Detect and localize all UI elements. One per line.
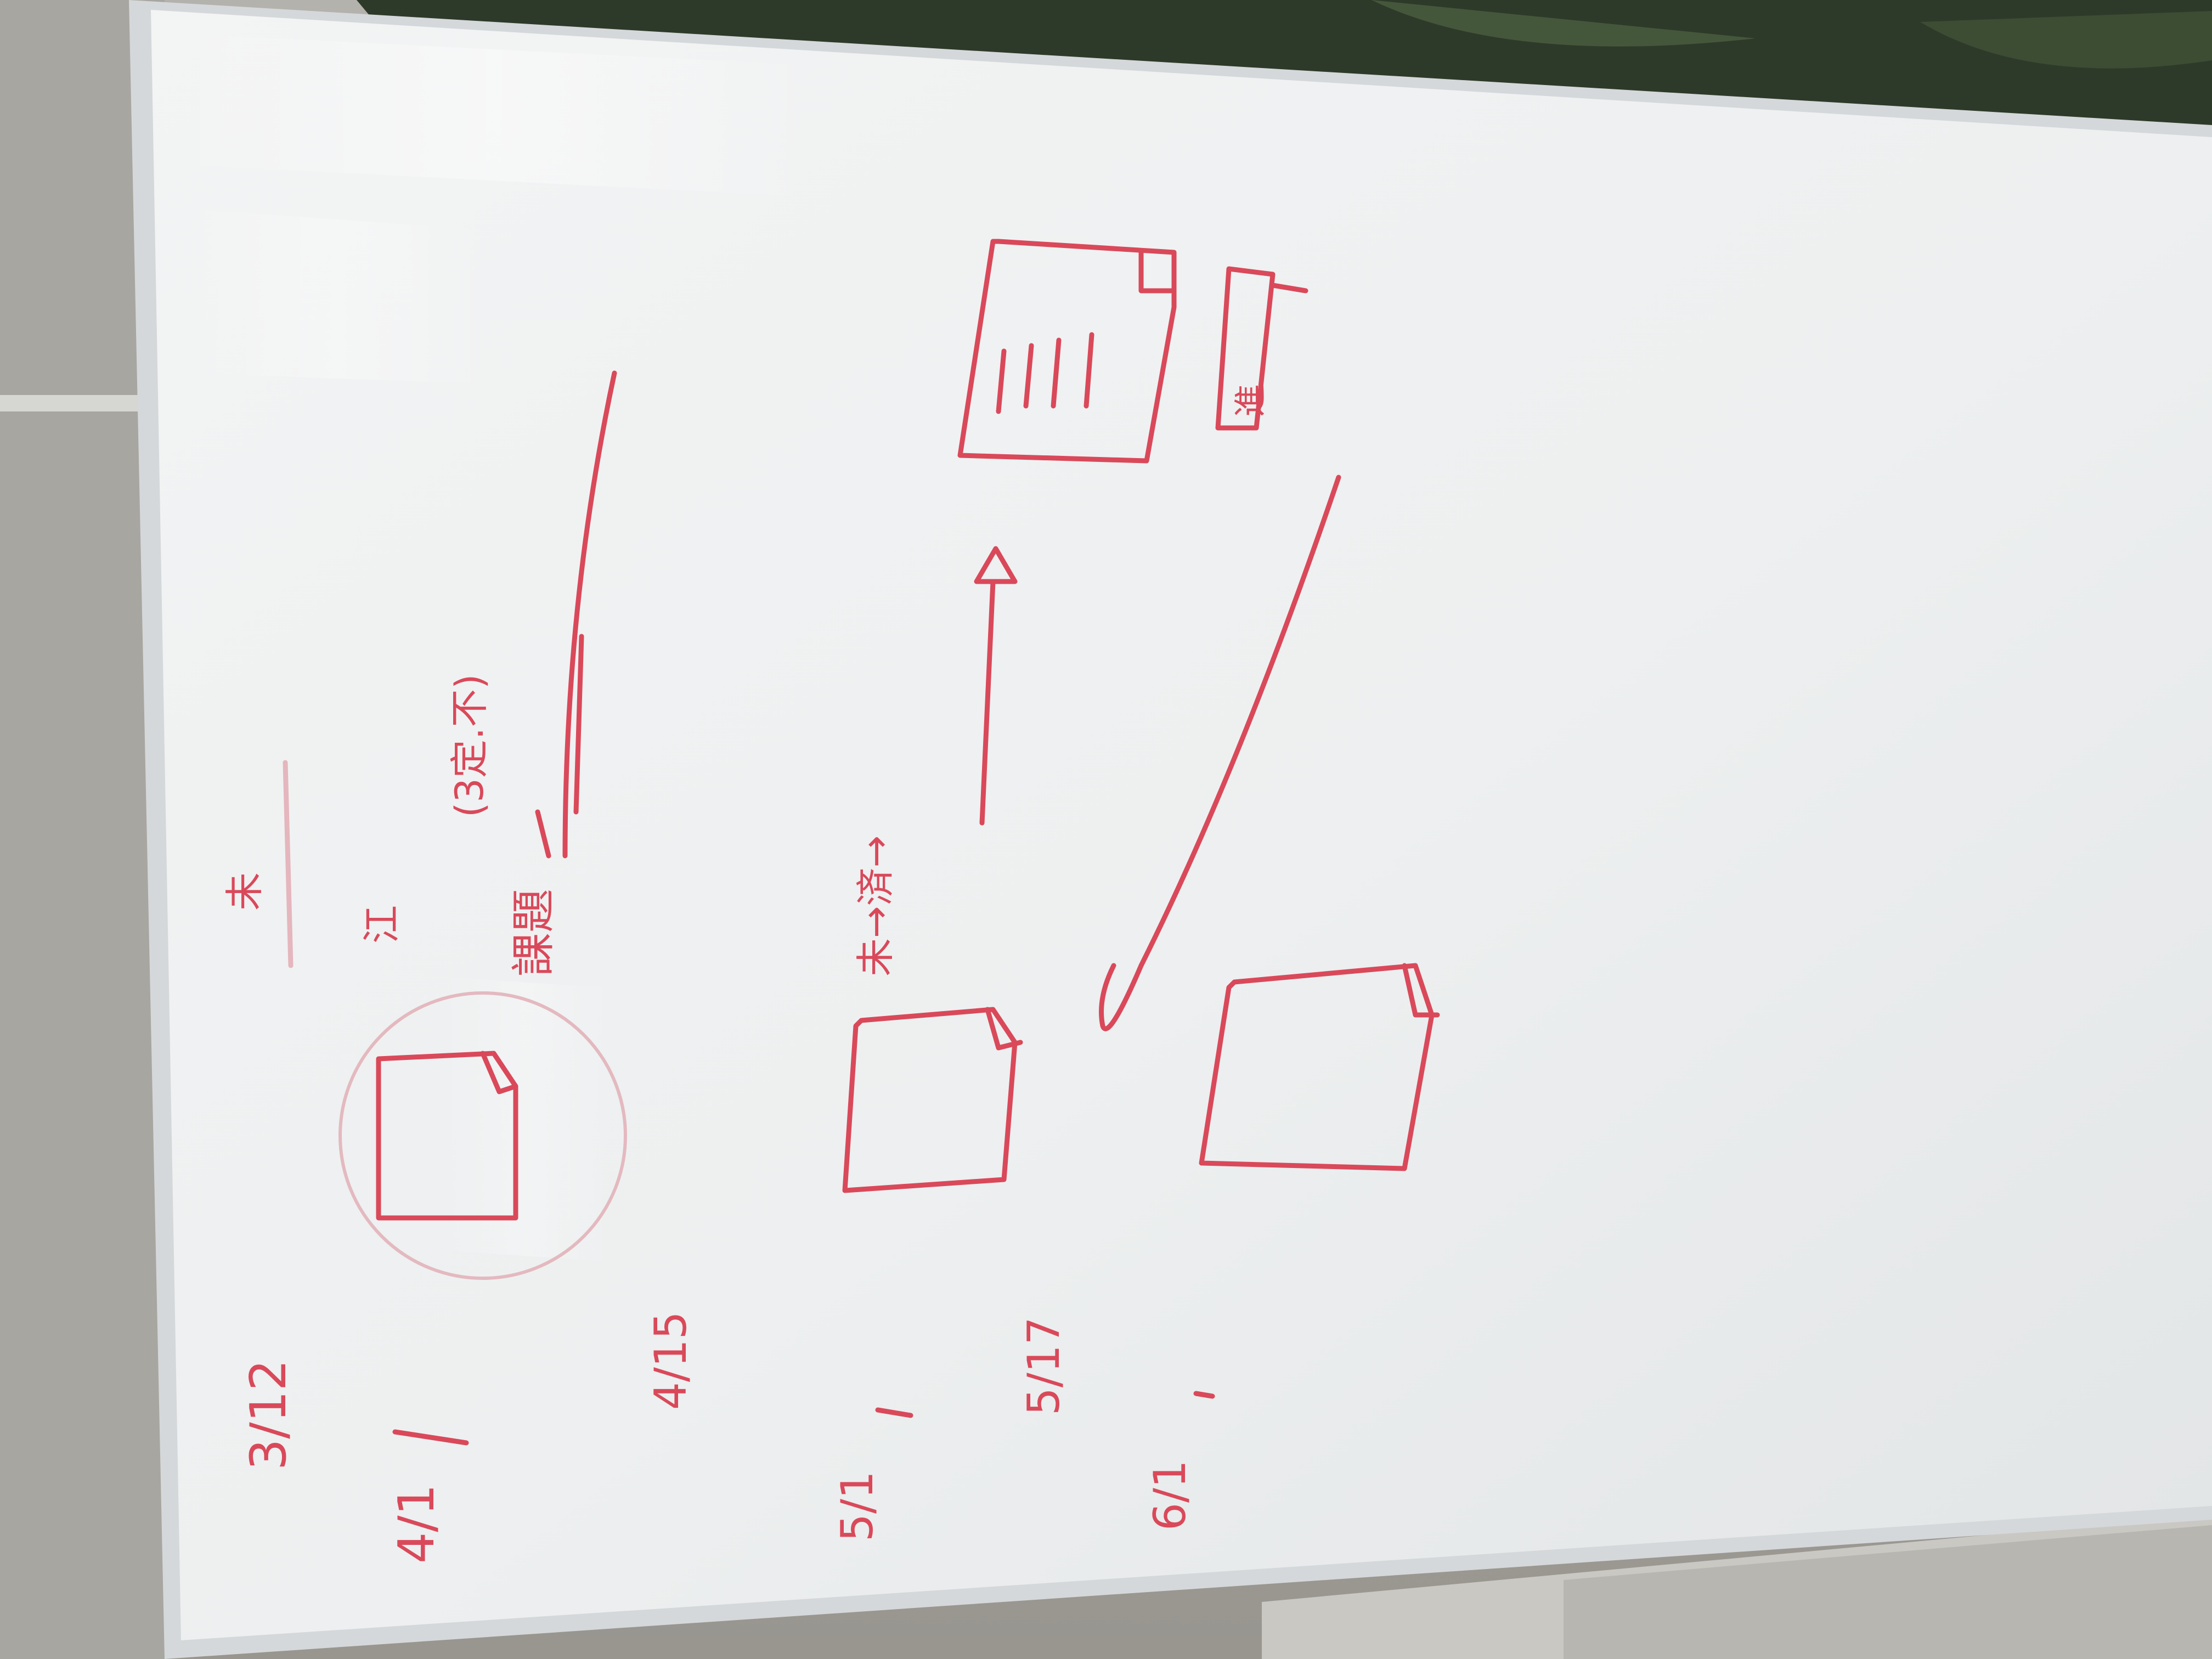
wall-seam — [0, 395, 165, 411]
doc-line — [1084, 332, 1094, 409]
marker-line — [573, 634, 584, 815]
note-box-tail — [1270, 283, 1308, 294]
glare-streak — [165, 33, 823, 198]
note-paren: (3定.不) — [447, 674, 492, 817]
whiteboard-surface — [151, 10, 2212, 1640]
document-lines-icon — [957, 239, 1177, 464]
note-river: 江 — [359, 905, 404, 944]
up-arrow-shaft — [979, 579, 996, 826]
marker-line — [562, 370, 617, 859]
document-fold — [1138, 250, 1177, 294]
date-label: 5/17 — [1018, 1317, 1069, 1415]
document-circle — [338, 991, 627, 1280]
note-issue: 課題 — [508, 889, 559, 977]
up-arrow-head — [974, 546, 1018, 584]
plant-leaf — [1920, 11, 2212, 69]
date-label: 3/12 — [240, 1359, 297, 1470]
document-fold — [480, 1051, 518, 1094]
document-fold — [1402, 963, 1440, 1018]
doc-line — [1051, 337, 1062, 409]
marker-line — [535, 809, 551, 859]
glare-streak — [439, 977, 614, 1262]
date-dash — [875, 1407, 913, 1418]
plant-leaf — [1372, 0, 1756, 47]
date-label: 6/1 — [1144, 1460, 1195, 1531]
note-right: 進 — [1232, 384, 1270, 417]
cabinet — [1564, 1525, 2212, 1659]
doc-line — [996, 348, 1007, 414]
date-dash — [392, 1429, 469, 1446]
document-fold — [985, 1007, 1023, 1051]
date-label: 5/1 — [832, 1471, 883, 1542]
date-dash — [1193, 1391, 1215, 1399]
glare-streak — [181, 208, 494, 384]
handwritten-notes: 未 江 課題 未→済→ (3定.不) 進 3/12 4/1 4/15 5/1 5… — [222, 384, 1270, 1564]
doc-line — [1023, 343, 1034, 409]
date-label: 4/15 — [645, 1311, 696, 1410]
note-box — [1215, 266, 1276, 431]
curved-arrow — [1099, 475, 1341, 1031]
marker-dash — [283, 760, 294, 968]
date-label: 4/1 — [388, 1484, 445, 1564]
note-untested: 未 — [222, 872, 267, 911]
note-status: 未→済→ — [853, 836, 898, 977]
marker-sketches — [283, 239, 1440, 1446]
